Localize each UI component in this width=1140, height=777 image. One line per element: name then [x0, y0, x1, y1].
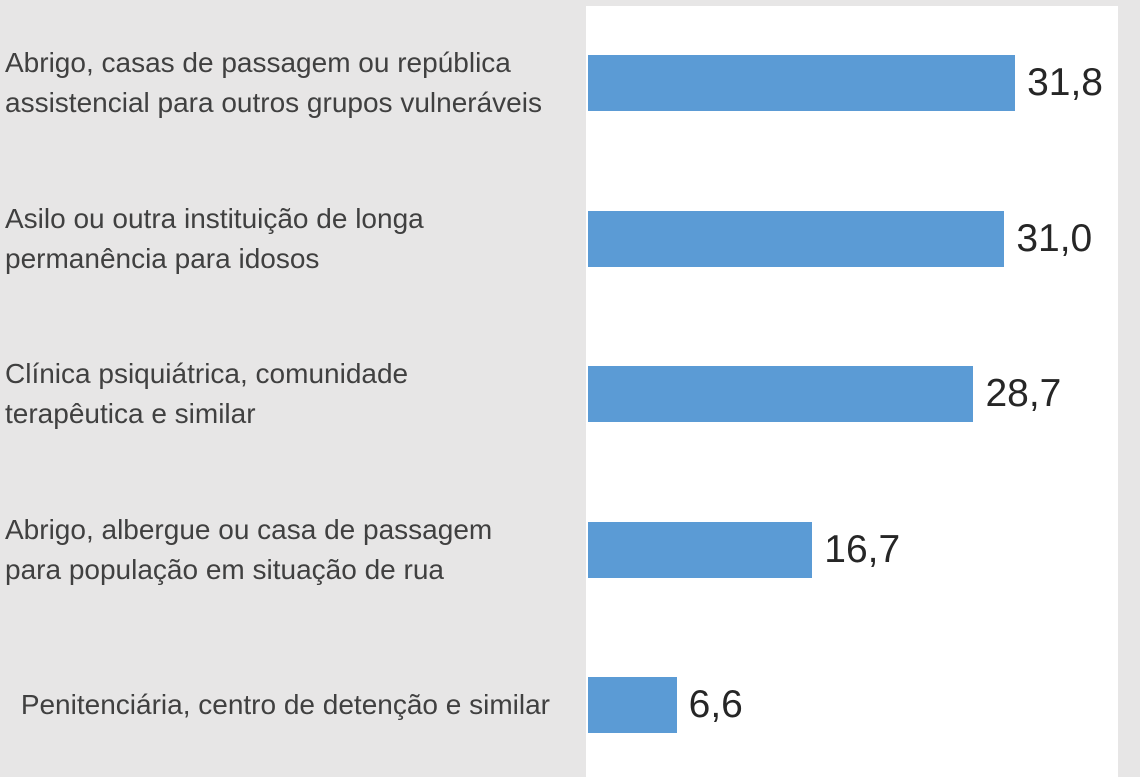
category-label: Asilo ou outra instituição de longa perm…	[5, 202, 424, 274]
category-label-box: Asilo ou outra instituição de longa perm…	[0, 169, 550, 309]
category-label-box: Penitenciária, centro de detenção e simi…	[0, 635, 550, 775]
category-label: Clínica psiquiátrica, comunidade terapêu…	[5, 358, 409, 429]
bar	[588, 55, 1016, 111]
category-label: Abrigo, albergue ou casa de passagem par…	[5, 513, 493, 585]
category-label-box: Abrigo, albergue ou casa de passagem par…	[0, 480, 550, 620]
category-label: Penitenciária, centro de detenção e simi…	[20, 689, 550, 720]
bar	[588, 210, 1005, 267]
category-label-box: Clínica psiquiátrica, comunidade terapêu…	[0, 324, 550, 464]
category-label: Abrigo, casas de passagem ou república a…	[5, 47, 542, 118]
value-label: 31,0	[1016, 216, 1093, 260]
bar	[588, 366, 974, 422]
value-label: 6,6	[688, 683, 743, 726]
value-label: 31,8	[1027, 61, 1103, 104]
value-label: 16,7	[824, 527, 901, 571]
category-label-box: Abrigo, casas de passagem ou república a…	[0, 13, 550, 153]
bar	[588, 677, 677, 733]
bar	[588, 521, 813, 578]
value-label: 28,7	[985, 372, 1062, 415]
